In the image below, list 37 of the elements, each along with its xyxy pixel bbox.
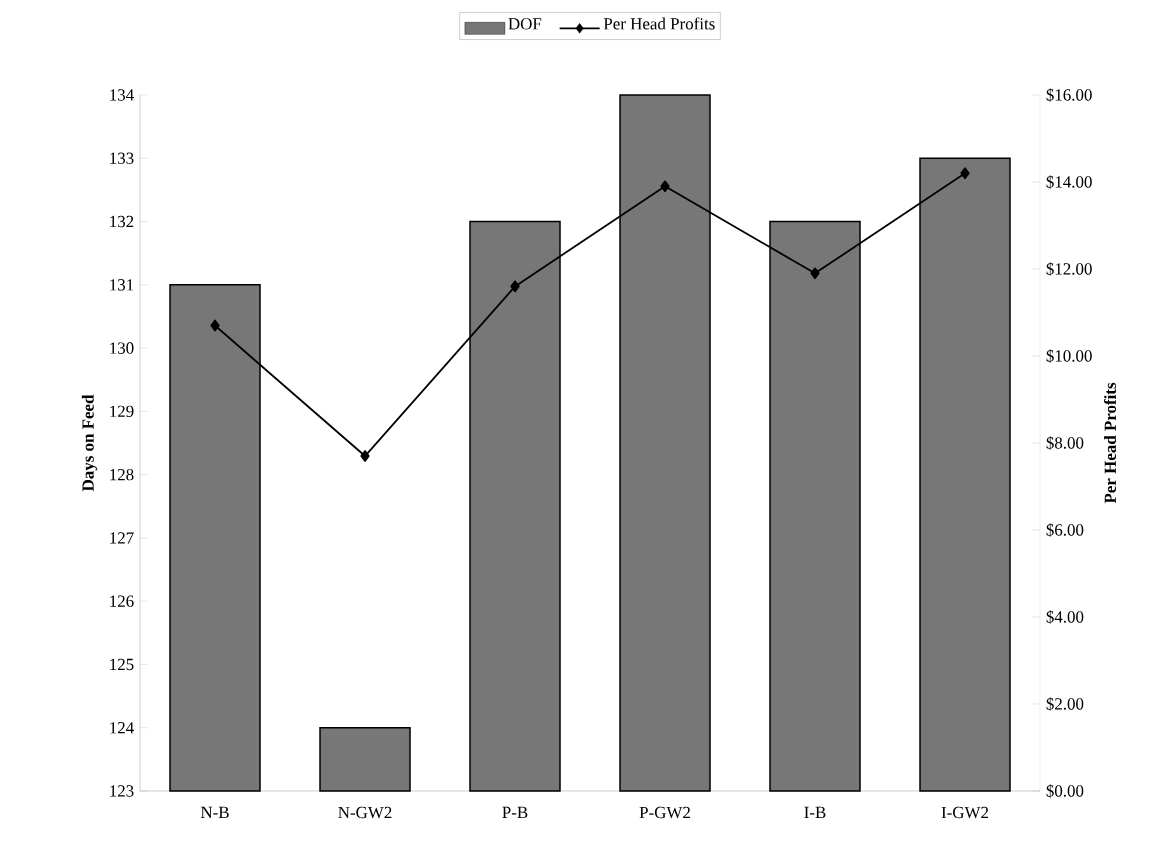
y2-axis-title: Per Head Profits <box>1103 382 1117 504</box>
point <box>960 167 970 180</box>
legend-label: DOF <box>508 18 542 30</box>
legend-label: Per Head Profits <box>603 17 715 30</box>
y2-tick-label: $4.00 <box>1046 610 1084 624</box>
y-tick-label: 127 <box>110 532 134 544</box>
y-tick-label: 128 <box>110 468 134 481</box>
y-tick-label: 134 <box>110 89 134 101</box>
x-tick-label: I-GW2 <box>941 806 989 819</box>
y-tick-label: 123 <box>110 785 134 797</box>
y2-tick-label: $10.00 <box>1046 349 1092 363</box>
y2-tick-label: $6.00 <box>1046 523 1084 537</box>
point <box>510 280 520 293</box>
point <box>660 180 670 193</box>
y2-tick-label: $14.00 <box>1046 175 1092 189</box>
x-tick-label: N-GW2 <box>338 806 392 819</box>
point <box>210 319 220 332</box>
y2-tick-label: $8.00 <box>1046 436 1084 450</box>
x-tick-label: P-B <box>502 806 528 818</box>
x-tick-label: P-GW2 <box>639 806 690 819</box>
y-tick-label: 132 <box>110 215 134 228</box>
y2-tick-label: $12.00 <box>1046 262 1092 276</box>
y2-tick-label: $16.00 <box>1046 88 1092 102</box>
y-tick-label: 131 <box>110 279 134 291</box>
y2-tick-label: $2.00 <box>1046 697 1084 711</box>
y-tick-label: 130 <box>110 342 134 354</box>
x-tick-label: N-B <box>200 806 229 818</box>
y2-tick-label: $0.00 <box>1046 784 1084 798</box>
y-tick-label: 129 <box>110 405 134 418</box>
point <box>810 267 820 280</box>
point <box>360 450 370 462</box>
x-tick-label: I-B <box>804 806 826 818</box>
y-tick-label: 126 <box>110 595 134 607</box>
y-tick-label: 125 <box>110 658 134 671</box>
y-axis-title: Days on Feed <box>81 394 98 492</box>
y-tick-label: 133 <box>110 152 134 164</box>
y-tick-label: 124 <box>110 722 134 734</box>
